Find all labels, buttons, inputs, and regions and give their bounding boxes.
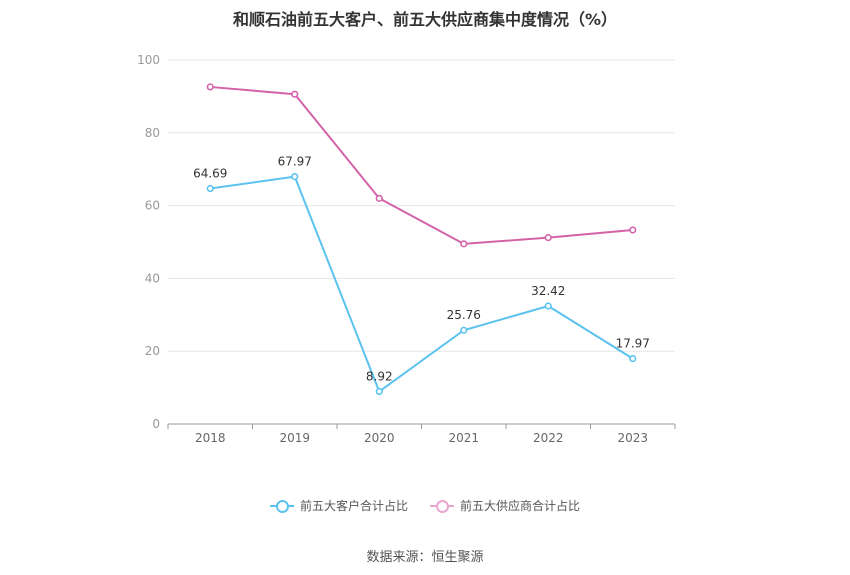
legend-item-customers[interactable]: 前五大客户合计占比: [269, 497, 408, 514]
source-note: 数据来源：恒生聚源: [366, 550, 484, 565]
y-tick-label: 60: [145, 199, 160, 213]
customers-point: [206, 184, 214, 193]
data-label: 64.69: [193, 167, 227, 181]
axes: 0 20 40 60 80 100 2018 2019 2020 2021 2022 2023: [137, 53, 676, 445]
data-label: 25.76: [447, 308, 481, 322]
y-tick-label: 20: [145, 344, 160, 358]
data-label: 8.92: [366, 370, 393, 384]
customers-point: [291, 172, 299, 181]
customers-point: [460, 326, 468, 334]
x-tick-label: 2022: [533, 431, 564, 445]
suppliers-point: [544, 234, 552, 242]
customers-point: [375, 387, 383, 396]
suppliers-point: [629, 226, 637, 234]
x-tick-label: 2020: [364, 431, 395, 445]
data-labels: 64.69 67.97 8.92 25.76 32.42 17.97: [193, 155, 650, 384]
data-label: 67.97: [278, 155, 312, 169]
data-label: 17.97: [616, 337, 650, 351]
x-tick-label: 2019: [279, 431, 310, 445]
suppliers-point: [375, 194, 383, 202]
chart-title: 和顺石油前五大客户、前五大供应商集中度情况（%）: [232, 10, 618, 29]
y-tick-label: 0: [152, 417, 160, 431]
x-tick-label: 2021: [448, 431, 479, 445]
y-tick-label: 80: [145, 126, 160, 140]
suppliers-point: [460, 240, 468, 248]
suppliers-point: [291, 90, 299, 98]
data-label: 32.42: [531, 284, 565, 298]
customers-point: [629, 354, 637, 363]
suppliers-series-line: [210, 85, 633, 245]
legend-label: 前五大供应商合计占比: [460, 499, 581, 513]
x-tick-label: 2018: [195, 431, 226, 445]
y-tick-label: 100: [137, 53, 160, 67]
y-tick-label: 40: [145, 271, 160, 285]
suppliers-point: [206, 83, 214, 91]
customers-series-line: [210, 175, 634, 394]
grid-lines: [168, 59, 675, 352]
x-tick-label: 2023: [617, 431, 648, 445]
series-lines: [206, 83, 637, 396]
legend-label: 前五大客户合计占比: [299, 499, 408, 513]
customers-point: [544, 302, 552, 310]
legend-item-suppliers[interactable]: 前五大供应商合计占比: [430, 497, 580, 514]
legend: 前五大客户合计占比 前五大供应商合计占比: [0, 497, 850, 514]
legend-marker-icon: [269, 499, 294, 513]
legend-marker-icon: [430, 499, 454, 513]
